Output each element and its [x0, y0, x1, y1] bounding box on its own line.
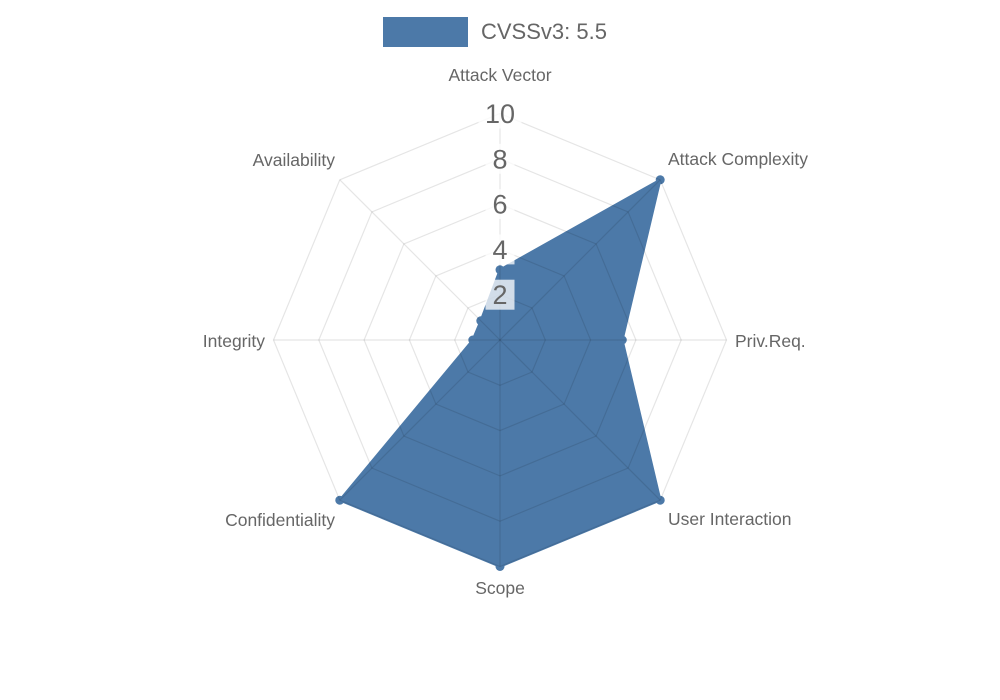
axis-label-attack-complexity: Attack Complexity	[668, 149, 808, 169]
axis-label-availability: Availability	[253, 150, 336, 170]
tick-label-10: 10	[485, 99, 515, 129]
grid-ring-10	[272, 112, 728, 568]
grid-ring-4	[408, 248, 592, 432]
legend-swatch	[383, 17, 468, 47]
data-point-scope	[495, 562, 505, 571]
data-point-confidentiality	[335, 495, 345, 505]
grid-ring-2	[454, 294, 546, 386]
data-point-user-interaction	[655, 495, 665, 505]
data-point-integrity	[468, 335, 478, 345]
tick-backdrop-8	[485, 143, 515, 174]
angle-line-availability	[339, 179, 501, 341]
data-point-priv-req	[617, 335, 627, 345]
axis-label-user-interaction: User Interaction	[668, 509, 792, 529]
chart-legend: CVSSv3: 5.5	[383, 17, 607, 47]
tick-backdrop-4	[485, 234, 515, 265]
grid-ring-6	[363, 203, 637, 477]
tick-label-6: 6	[492, 190, 507, 220]
angle-line-confidentiality	[339, 339, 501, 501]
angle-line-attack-complexity	[499, 179, 661, 341]
tick-backdrop-6	[485, 189, 515, 220]
data-point-attack-vector	[495, 265, 505, 275]
grid-ring-8	[318, 158, 682, 522]
data-point-availability	[476, 316, 486, 326]
tick-backdrop-10	[478, 98, 522, 129]
axis-label-integrity: Integrity	[203, 331, 265, 351]
axis-label-attack-vector: Attack Vector	[448, 65, 551, 85]
tick-label-8: 8	[492, 144, 507, 174]
legend-label: CVSSv3: 5.5	[481, 19, 607, 44]
axis-label-confidentiality: Confidentiality	[225, 510, 335, 530]
tick-backdrop-2	[485, 279, 515, 310]
axis-label-priv-req: Priv.Req.	[735, 331, 806, 351]
tick-label-2: 2	[492, 280, 507, 310]
tick-label-4: 4	[492, 235, 507, 265]
data-point-attack-complexity	[655, 175, 665, 185]
angle-line-user-interaction	[499, 339, 661, 501]
axis-label-scope: Scope	[475, 578, 525, 598]
